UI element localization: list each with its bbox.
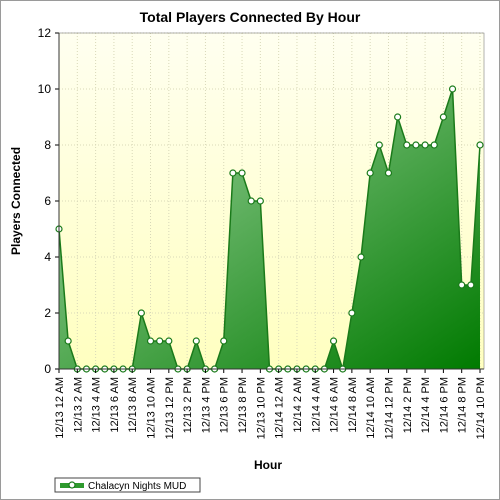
data-point — [220, 337, 228, 345]
data-point — [229, 169, 237, 177]
y-tick-label: 12 — [38, 26, 52, 40]
data-point — [403, 141, 411, 149]
legend: Chalacyn Nights MUD — [54, 477, 201, 493]
data-point — [366, 169, 374, 177]
legend-box — [54, 477, 201, 493]
data-point — [192, 337, 200, 345]
x-tick-label: 12/13 4 PM — [200, 377, 212, 433]
x-tick-label: 12/14 8 PM — [457, 377, 469, 433]
y-tick-label: 0 — [44, 362, 51, 376]
data-point — [448, 85, 457, 93]
data-point — [357, 253, 365, 261]
x-tick-label: 12/14 8 AM — [347, 377, 359, 433]
legend-label: Chalacyn Nights MUD — [88, 481, 186, 492]
x-tick-label: 12/13 2 PM — [182, 377, 194, 433]
x-axis-ticks: 12/13 12 AM 12/13 2 AM 12/13 4 AM 12/13 6 A… — [54, 369, 487, 439]
data-point — [384, 169, 393, 177]
x-tick-label: 12/14 10 PM — [475, 377, 487, 439]
legend-marker — [68, 481, 76, 489]
data-point — [467, 281, 475, 289]
x-tick-label: 12/14 4 PM — [420, 377, 432, 433]
x-tick-label: 12/13 4 AM — [91, 377, 103, 433]
x-tick-label: 12/14 6 PM — [438, 377, 450, 433]
y-axis-title: Players Connected — [9, 147, 23, 255]
data-point — [421, 141, 429, 149]
data-point — [430, 141, 438, 149]
x-tick-label: 12/13 12 PM — [164, 377, 176, 439]
x-tick-label: 12/13 10 AM — [146, 377, 158, 439]
x-tick-label: 12/13 10 PM — [255, 377, 267, 439]
data-point — [458, 281, 466, 289]
y-tick-label: 4 — [44, 250, 51, 264]
x-tick-label: 12/14 4 AM — [310, 377, 322, 433]
y-tick-label: 2 — [44, 306, 51, 320]
data-point — [64, 337, 72, 345]
y-axis-ticks: 0 2 4 6 8 10 12 — [38, 26, 59, 376]
data-point — [476, 141, 484, 149]
data-point — [156, 337, 164, 345]
data-point — [348, 309, 356, 317]
data-point — [412, 141, 420, 149]
plot-border — [58, 32, 485, 370]
data-point — [137, 309, 145, 317]
x-tick-label: 12/13 12 AM — [54, 377, 66, 439]
data-point — [247, 197, 255, 205]
data-point — [439, 113, 447, 121]
data-point — [394, 113, 402, 121]
x-tick-label: 12/14 12 PM — [383, 377, 395, 439]
data-point — [146, 337, 155, 345]
x-tick-label: 12/13 6 PM — [219, 377, 231, 433]
x-tick-label: 12/14 10 AM — [365, 377, 377, 439]
y-tick-label: 6 — [44, 194, 51, 208]
x-axis-title: Hour — [254, 458, 282, 472]
x-tick-label: 12/14 2 AM — [292, 377, 304, 433]
data-point — [238, 169, 246, 177]
x-tick-label: 12/14 2 PM — [402, 377, 414, 433]
data-point — [329, 337, 338, 345]
x-tick-label: 12/13 6 AM — [109, 377, 121, 433]
x-tick-label: 12/13 8 PM — [237, 377, 249, 433]
y-tick-label: 10 — [38, 82, 52, 96]
x-tick-label: 12/13 8 AM — [127, 377, 139, 433]
chart-title: Total Players Connected By Hour — [140, 9, 361, 25]
data-point — [375, 141, 383, 149]
y-tick-label: 8 — [44, 138, 51, 152]
x-tick-label: 12/13 2 AM — [72, 377, 84, 433]
x-tick-label: 12/14 12 AM — [274, 377, 286, 439]
data-point — [165, 337, 173, 345]
data-point — [256, 197, 264, 205]
x-tick-label: 12/14 6 AM — [329, 377, 341, 433]
